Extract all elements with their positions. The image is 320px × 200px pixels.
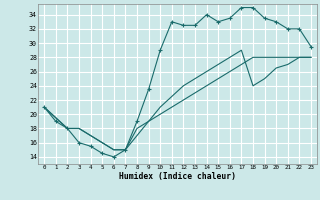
X-axis label: Humidex (Indice chaleur): Humidex (Indice chaleur) <box>119 172 236 181</box>
